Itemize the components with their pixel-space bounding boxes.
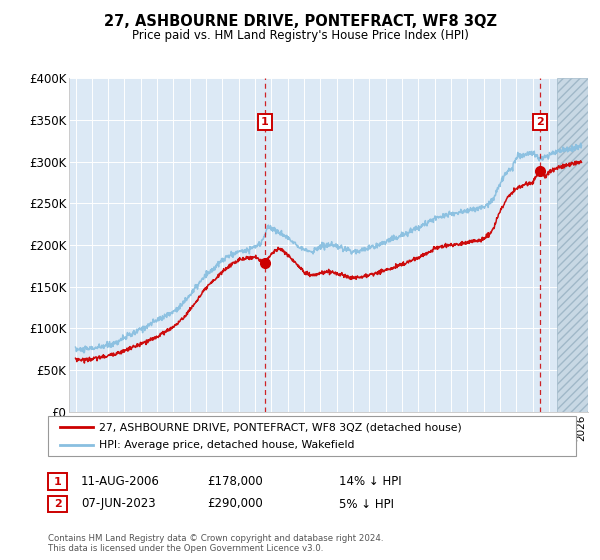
Text: 1: 1: [261, 116, 269, 127]
Bar: [557, 78, 600, 412]
Text: 11-AUG-2006: 11-AUG-2006: [81, 475, 160, 488]
Text: £290,000: £290,000: [207, 497, 263, 511]
Text: 2: 2: [54, 499, 61, 509]
Text: Contains HM Land Registry data © Crown copyright and database right 2024.
This d: Contains HM Land Registry data © Crown c…: [48, 534, 383, 553]
Text: 2: 2: [536, 116, 544, 127]
Text: 1: 1: [54, 477, 61, 487]
Text: 07-JUN-2023: 07-JUN-2023: [81, 497, 155, 511]
Text: £178,000: £178,000: [207, 475, 263, 488]
Text: 27, ASHBOURNE DRIVE, PONTEFRACT, WF8 3QZ (detached house): 27, ASHBOURNE DRIVE, PONTEFRACT, WF8 3QZ…: [99, 422, 462, 432]
Text: Price paid vs. HM Land Registry's House Price Index (HPI): Price paid vs. HM Land Registry's House …: [131, 29, 469, 42]
Text: HPI: Average price, detached house, Wakefield: HPI: Average price, detached house, Wake…: [99, 440, 355, 450]
Text: 5% ↓ HPI: 5% ↓ HPI: [339, 497, 394, 511]
Text: 27, ASHBOURNE DRIVE, PONTEFRACT, WF8 3QZ: 27, ASHBOURNE DRIVE, PONTEFRACT, WF8 3QZ: [104, 14, 497, 29]
Text: 14% ↓ HPI: 14% ↓ HPI: [339, 475, 401, 488]
